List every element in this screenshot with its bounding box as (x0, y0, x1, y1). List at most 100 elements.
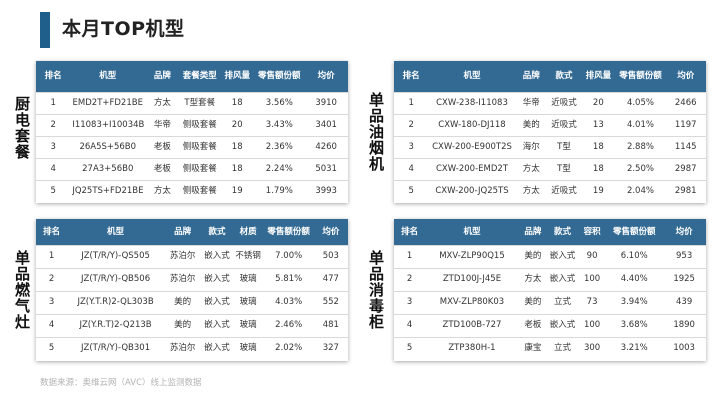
table-cell: 老板 (145, 135, 180, 158)
table-cell: 90 (578, 244, 607, 268)
table-cell: 苏泊尔 (163, 267, 202, 291)
table-cell: 481 (313, 313, 348, 337)
column-header: 均价 (662, 219, 706, 245)
table-cell: CXW-180-DJ118 (428, 113, 516, 136)
table-cell: 2.50% (615, 157, 666, 180)
table-cell: ZTP380H-1 (425, 336, 519, 360)
table-cell: 73 (578, 290, 607, 314)
table-cell: 4.01% (615, 113, 666, 136)
table-cell: CXW-200-JQ25TS (428, 179, 516, 202)
table-header-row: 排名 机型 品牌 款式 材质 零售额份额 均价 (36, 219, 348, 245)
table-cell: 嵌入式 (546, 313, 579, 337)
column-header: 机型 (428, 61, 516, 92)
table-cell: 1 (394, 244, 426, 268)
table-cell: 4.40% (606, 267, 663, 291)
table-cell: 1 (36, 91, 71, 114)
table-cell: 玻璃 (232, 336, 264, 360)
table-cell: JZ(T/R/Y)-QB506 (67, 267, 164, 291)
table-cell: 美的 (518, 244, 547, 268)
column-header: 款式 (201, 219, 233, 245)
table-cell: 5031 (304, 157, 348, 180)
table-cell: 华帝 (515, 91, 547, 114)
column-header: 排名 (36, 61, 71, 92)
table-cell: JZ(T/R/Y)-QS505 (67, 244, 164, 268)
table-cell: 3 (36, 290, 68, 314)
column-header: 款式 (546, 61, 582, 92)
table-row: 3 MXV-ZLP80K03 美的 立式 73 3.94% 439 (394, 290, 706, 314)
table-cell: 1145 (665, 135, 706, 158)
table-row: 2 JZ(T/R/Y)-QB506 苏泊尔 嵌入式 玻璃 5.81% 477 (36, 267, 348, 291)
table-cell: T型套餐 (179, 91, 221, 114)
table-cell: I11083+I10034B (70, 113, 146, 136)
table-cell: 近吸式 (546, 179, 582, 202)
column-header: 排名 (394, 219, 426, 245)
table-cell: 100 (578, 267, 607, 291)
table-cell: 4.05% (615, 91, 666, 114)
table-cell: 方太 (515, 157, 547, 180)
table-cell: 3 (394, 135, 429, 158)
table-cell: 方太 (145, 179, 180, 202)
column-header: 排风量 (581, 61, 616, 92)
table-cell: 19 (220, 179, 255, 202)
table-cell: 5 (394, 336, 426, 360)
table-cell: 100 (578, 313, 607, 337)
table-row: 2 ZTD100J-J45E 方太 嵌入式 100 4.40% 1925 (394, 267, 706, 291)
table-cell: 老板 (518, 313, 547, 337)
table-cell: 2 (394, 113, 429, 136)
table-cell: 康宝 (518, 336, 547, 360)
table-row: 1 CXW-238-I11083 华帝 近吸式 20 4.05% 2466 (394, 91, 706, 114)
table-cell: 2 (36, 267, 68, 291)
table-cell: 美的 (163, 290, 202, 314)
column-header: 排名 (394, 61, 429, 92)
data-source-note: 数据来源：奥维云网（AVC）线上监测数据 (40, 378, 202, 388)
table-row: 4 27A3+56B0 老板 侧吸套餐 18 2.24% 5031 (36, 157, 348, 180)
table-cell: EMD2T+FD21BE (70, 91, 146, 114)
table-cell: 18 (220, 91, 255, 114)
column-header: 款式 (546, 219, 579, 245)
table-cell: 侧吸套餐 (179, 157, 221, 180)
table-cell: 5 (36, 179, 71, 202)
table-cell: JZ(Y.R.T)2-Q213B (67, 313, 164, 337)
table-cell: JZ(Y.T.R)2-QL303B (67, 290, 164, 314)
table-cell: 27A3+56B0 (70, 157, 146, 180)
table-cell: CXW-200-EMD2T (428, 157, 516, 180)
table-cell: 3993 (304, 179, 348, 202)
table-cell: 立式 (546, 290, 579, 314)
table-row: 1 EMD2T+FD21BE 方太 T型套餐 18 3.56% 3910 (36, 91, 348, 114)
table-cell: 3910 (304, 91, 348, 114)
table-row: 3 JZ(Y.T.R)2-QL303B 美的 嵌入式 玻璃 4.03% 552 (36, 290, 348, 314)
column-header: 均价 (313, 219, 348, 245)
table-cell: JQ25TS+FD21BE (70, 179, 146, 202)
table-cell: 苏泊尔 (163, 244, 202, 268)
table-cell: 近吸式 (546, 91, 582, 114)
table-cell: 4 (36, 313, 68, 337)
table-row: 4 JZ(Y.R.T)2-Q213B 美的 嵌入式 玻璃 2.46% 481 (36, 313, 348, 337)
table-cell: 3 (36, 135, 71, 158)
table-cell: 2987 (665, 157, 706, 180)
table-cell: 18 (220, 157, 255, 180)
table-cell: 2466 (665, 91, 706, 114)
column-header: 零售额份额 (615, 61, 666, 92)
table-cell: 嵌入式 (201, 290, 233, 314)
table-row: 2 I11083+I10034B 华帝 侧吸套餐 20 3.43% 3401 (36, 113, 348, 136)
ranking-table: 排名 机型 品牌 款式 排风量 零售额份额 均价 1 CXW-238-I11083 华帝 近吸式 20… (394, 61, 706, 202)
table-cell: 美的 (518, 290, 547, 314)
table-row: 5 JQ25TS+FD21BE 方太 侧吸套餐 19 1.79% 3993 (36, 179, 348, 202)
table-cell: 3 (394, 290, 426, 314)
table-cell: 嵌入式 (201, 244, 233, 268)
ranking-table: 排名 机型 品牌 款式 容积 零售额份额 均价 1 MXV-ZLP90Q15 美的 嵌入式 90 6.1… (394, 219, 706, 360)
table-cell: 439 (662, 290, 706, 314)
table-cell: 3.68% (606, 313, 663, 337)
table-cell: 18 (220, 135, 255, 158)
table-cell: 侧吸套餐 (179, 135, 221, 158)
table-cell: 1 (36, 244, 68, 268)
table-row: 3 CXW-200-E900T2S 海尔 T型 18 2.88% 1145 (394, 135, 706, 158)
table-header-row: 排名 机型 品牌 款式 容积 零售额份额 均价 (394, 219, 706, 245)
table-cell: 2.24% (254, 157, 305, 180)
table-cell: T型 (546, 135, 582, 158)
table-cell: 方太 (145, 91, 180, 114)
table-cell: 7.00% (263, 244, 314, 268)
table-cell: 1925 (662, 267, 706, 291)
table-cell: 26A5S+56B0 (70, 135, 146, 158)
table-row: 2 CXW-180-DJ118 美的 近吸式 13 4.01% 1197 (394, 113, 706, 136)
